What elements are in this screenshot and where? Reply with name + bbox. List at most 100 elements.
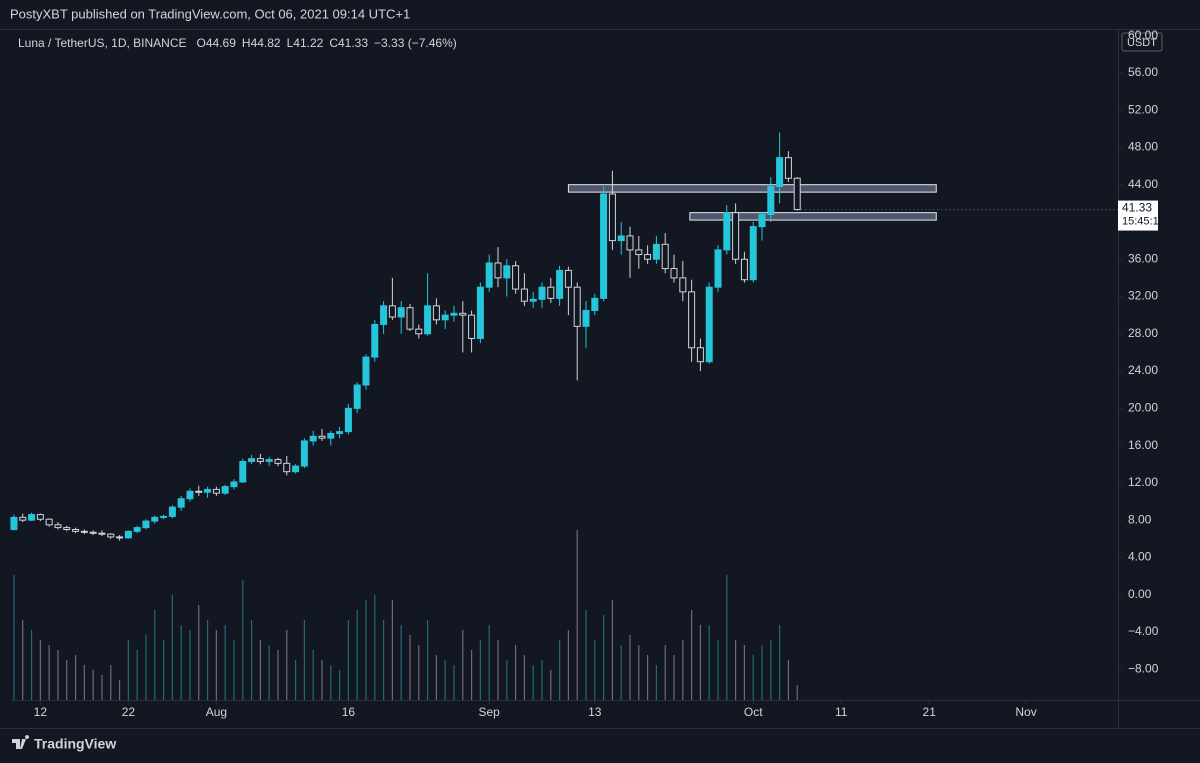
- volume-bar: [92, 670, 94, 700]
- x-tick-label: Aug: [206, 705, 227, 719]
- zone: [567, 184, 937, 193]
- candle-body: [600, 193, 608, 299]
- candle-body: [327, 432, 335, 439]
- volume-bar: [206, 620, 209, 700]
- volume-bar: [39, 640, 41, 700]
- candle-body: [556, 269, 564, 299]
- y-tick-label: 56.00: [1128, 65, 1158, 79]
- candle-body: [494, 262, 502, 279]
- volume-bar: [382, 620, 385, 700]
- candle-body: [406, 307, 414, 330]
- candle-body: [107, 533, 115, 538]
- volume-bar: [259, 640, 261, 700]
- candle-body: [371, 323, 379, 358]
- candle-body: [432, 305, 440, 321]
- candle-body: [441, 314, 449, 321]
- volume-bar: [294, 660, 297, 700]
- candle-body: [380, 305, 388, 325]
- volume-bar: [409, 635, 411, 700]
- y-tick-label: 20.00: [1128, 401, 1158, 415]
- volume-bar: [655, 665, 658, 700]
- candle-body: [740, 258, 748, 281]
- volume-bar: [22, 620, 24, 700]
- candle-body: [63, 527, 71, 530]
- candle-body: [661, 243, 669, 270]
- volume-bar: [57, 650, 59, 700]
- ohlc-value: 41.22: [293, 36, 323, 50]
- volume-bar: [224, 625, 226, 700]
- candle-body: [793, 177, 801, 211]
- candle-body: [362, 356, 370, 386]
- volume-bar: [250, 620, 253, 700]
- last-price-box: [1118, 200, 1158, 231]
- candle-body: [124, 530, 132, 539]
- volume-bar: [110, 665, 112, 700]
- candle-body: [336, 431, 344, 434]
- candle-body: [54, 524, 62, 529]
- candle-body: [732, 212, 740, 260]
- candle-body: [204, 488, 212, 493]
- candle-body: [468, 314, 476, 339]
- y-tick-label: 32.00: [1128, 289, 1158, 303]
- y-tick-label: 12.00: [1128, 475, 1158, 489]
- volume-bar: [66, 660, 68, 700]
- candle-body: [89, 531, 97, 534]
- currency: USDT: [1127, 37, 1157, 49]
- volume-bar: [638, 645, 640, 700]
- volume-bar: [506, 660, 508, 700]
- volume-bar: [145, 635, 147, 700]
- candle-body: [564, 269, 572, 288]
- y-tick-label: 52.00: [1128, 102, 1158, 116]
- volume-bar: [796, 685, 798, 700]
- y-tick-label: 36.00: [1128, 251, 1158, 265]
- volume-bar: [629, 635, 631, 700]
- ohlc-label: H: [242, 36, 251, 50]
- volume-bar: [567, 630, 570, 700]
- candle-body: [36, 514, 44, 520]
- y-tick-label: 4.00: [1128, 550, 1152, 564]
- y-tick-label: 16.00: [1128, 438, 1158, 452]
- volume-bar: [673, 655, 675, 700]
- candle-body: [168, 506, 176, 517]
- candle-body: [635, 249, 643, 256]
- volume-bar: [717, 640, 719, 700]
- y-tick-label: 0.00: [1128, 587, 1152, 601]
- candle-body: [133, 527, 141, 532]
- candle-body: [520, 288, 528, 302]
- logo: [12, 735, 30, 749]
- y-tick-label: −4.00: [1128, 624, 1159, 638]
- x-tick-label: Oct: [744, 705, 763, 719]
- volume-bar: [735, 640, 737, 700]
- volume-bar: [435, 655, 437, 700]
- candle-body: [679, 277, 687, 293]
- ohlc-label: L: [287, 36, 294, 50]
- volume-bar: [620, 645, 622, 700]
- candle-body: [142, 520, 150, 529]
- volume-bar: [74, 655, 77, 700]
- volume-bar: [444, 660, 446, 700]
- volume-bar: [356, 610, 358, 700]
- volume-bar: [48, 645, 50, 700]
- y-tick-label: −8.00: [1128, 661, 1159, 675]
- candle-body: [582, 309, 590, 327]
- volume-bar: [426, 620, 429, 700]
- volume-bar: [611, 600, 614, 700]
- y-tick-label: 8.00: [1128, 512, 1152, 526]
- x-tick-label: 22: [122, 705, 136, 719]
- x-tick-label: Nov: [1015, 705, 1036, 719]
- candle-body: [450, 312, 458, 316]
- zone: [689, 212, 937, 221]
- candle-body: [292, 465, 300, 473]
- candle-body: [80, 530, 88, 533]
- candle-body: [283, 462, 291, 473]
- volume-bar: [770, 640, 772, 700]
- candle-body: [309, 435, 317, 442]
- currency-badge: [1121, 32, 1163, 52]
- volume-bar: [603, 615, 605, 700]
- volume-bar: [198, 605, 200, 700]
- volume-bar: [743, 645, 746, 700]
- candle-body: [239, 460, 247, 483]
- volume-bar: [585, 610, 587, 700]
- volume-bar: [330, 665, 332, 700]
